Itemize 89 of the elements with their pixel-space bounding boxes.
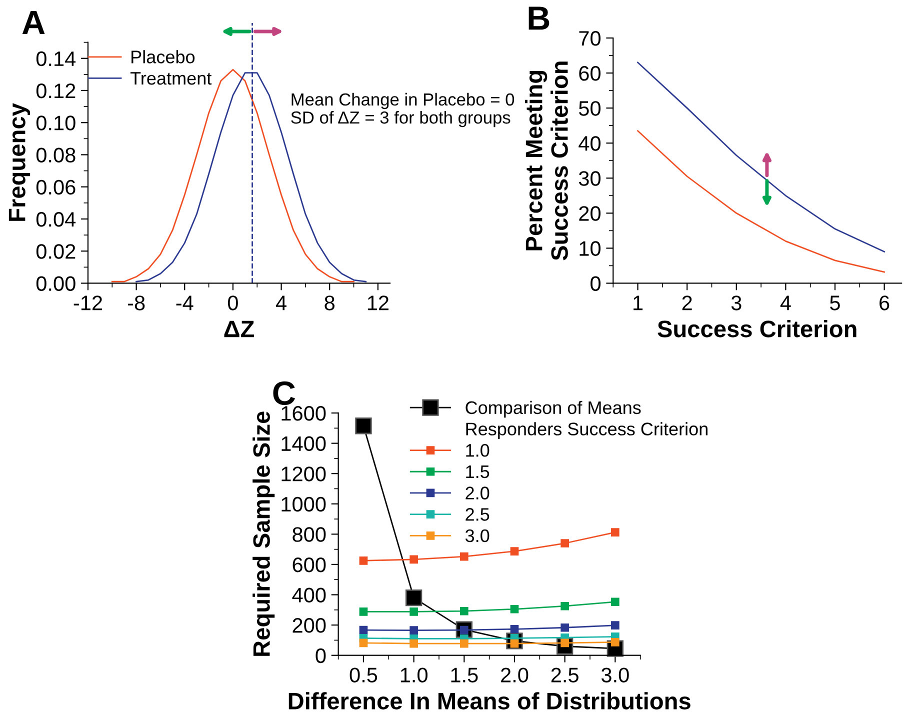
point <box>359 638 368 648</box>
y-tick-label: 20 <box>579 206 601 221</box>
x-tick-label: -12 <box>74 296 102 310</box>
x-tick-label: 2.5 <box>551 668 578 682</box>
line-series <box>637 130 885 273</box>
y-tick-label: 60 <box>579 66 601 81</box>
legend-label: 1.0 <box>466 444 490 457</box>
x-axis-title: ΔZ <box>224 320 254 338</box>
point <box>560 623 569 632</box>
x-tick-label: 0 <box>228 296 238 310</box>
y-axis-title: Frequency <box>8 103 30 221</box>
point <box>560 539 569 548</box>
y-tick-label: 600 <box>292 557 326 572</box>
y-tick-label: 30 <box>578 171 601 186</box>
x-tick-label: 2.0 <box>501 668 528 682</box>
annotation: Mean Change in Placebo = 0 <box>292 92 514 110</box>
legend-label: 3.0 <box>465 529 490 542</box>
y-tick-label: 800 <box>292 527 326 542</box>
legend-label: Comparison of Means <box>466 400 641 418</box>
line-series <box>637 62 885 252</box>
x-tick-label: -4 <box>176 296 194 310</box>
x-tick-label: 8 <box>324 296 334 310</box>
y-tick-label: 40 <box>578 136 601 151</box>
y-axis-title: Percent Meeting Success Criterion <box>525 62 568 260</box>
point <box>560 602 569 610</box>
point <box>611 638 620 646</box>
y-tick-label: 0.06 <box>36 180 76 195</box>
legend-label: Placebo <box>132 50 195 64</box>
y-tick-label: 0.00 <box>36 276 76 291</box>
y-axis-title: Required Sample Size <box>252 412 275 656</box>
y-tick-label: 1200 <box>282 466 326 482</box>
point <box>410 639 418 648</box>
x-tick-label: 3.0 <box>601 668 629 682</box>
x-tick-label: 3 <box>731 296 742 310</box>
y-tick-label: 0.04 <box>36 212 76 227</box>
y-tick-label: 1400 <box>282 436 326 452</box>
x-tick-label: 1.5 <box>451 668 478 682</box>
x-tick-label: 6 <box>880 296 890 310</box>
y-tick-label: 0.02 <box>36 244 76 259</box>
y-tick-label: 10 <box>580 241 601 256</box>
x-tick-label: 4 <box>276 296 286 310</box>
point <box>510 547 519 556</box>
chart-title: C <box>273 381 296 405</box>
legend-label: Treatment <box>130 72 212 85</box>
point <box>510 624 519 634</box>
chart-title: A <box>22 11 45 34</box>
point <box>410 555 418 564</box>
legend-title: Responders Success Criterion <box>466 422 708 440</box>
x-tick-label: 1 <box>634 296 643 310</box>
point <box>611 621 620 630</box>
chart-title: B <box>528 6 550 30</box>
x-tick-label: 5 <box>830 296 840 310</box>
y-tick-label: 0.10 <box>36 116 76 130</box>
x-axis-title: Difference In Means of Distributions <box>288 692 690 710</box>
y-tick-label: 0.12 <box>36 83 76 98</box>
y-tick-label: 0.14 <box>36 51 76 66</box>
point <box>410 626 418 635</box>
y-tick-label: 1000 <box>282 496 326 512</box>
point <box>359 626 368 634</box>
x-tick-label: 2 <box>682 296 692 310</box>
point <box>460 639 468 648</box>
point <box>359 608 368 616</box>
y-tick-label: 400 <box>292 588 326 603</box>
x-tick-label: -8 <box>128 296 145 310</box>
x-axis-title: Success Criterion <box>658 320 856 338</box>
point <box>611 598 620 606</box>
legend-label: 2.5 <box>466 508 490 521</box>
y-tick-label: 200 <box>292 618 326 633</box>
point <box>611 528 620 537</box>
y-tick-label: 50 <box>578 101 601 116</box>
y-tick-label: 0.08 <box>36 148 76 162</box>
point <box>410 608 418 616</box>
annotation: SD of ΔZ = 3 for both groups <box>291 110 510 128</box>
point <box>355 418 372 434</box>
point <box>359 556 368 565</box>
x-tick-label: 4 <box>780 296 791 310</box>
x-tick-label: 1.0 <box>400 668 428 682</box>
x-tick-label: 0.5 <box>350 668 378 682</box>
y-tick-label: 0 <box>316 648 326 664</box>
y-tick-label: 70 <box>579 31 601 46</box>
x-tick-label: 12 <box>368 296 388 310</box>
y-tick-label: 0 <box>590 276 601 291</box>
y-tick-label: 1600 <box>282 406 326 421</box>
point <box>510 604 519 614</box>
point <box>460 606 468 616</box>
point <box>405 589 422 606</box>
legend-label: 1.5 <box>466 466 490 478</box>
legend-label: 2.0 <box>466 486 490 500</box>
point <box>460 552 468 561</box>
